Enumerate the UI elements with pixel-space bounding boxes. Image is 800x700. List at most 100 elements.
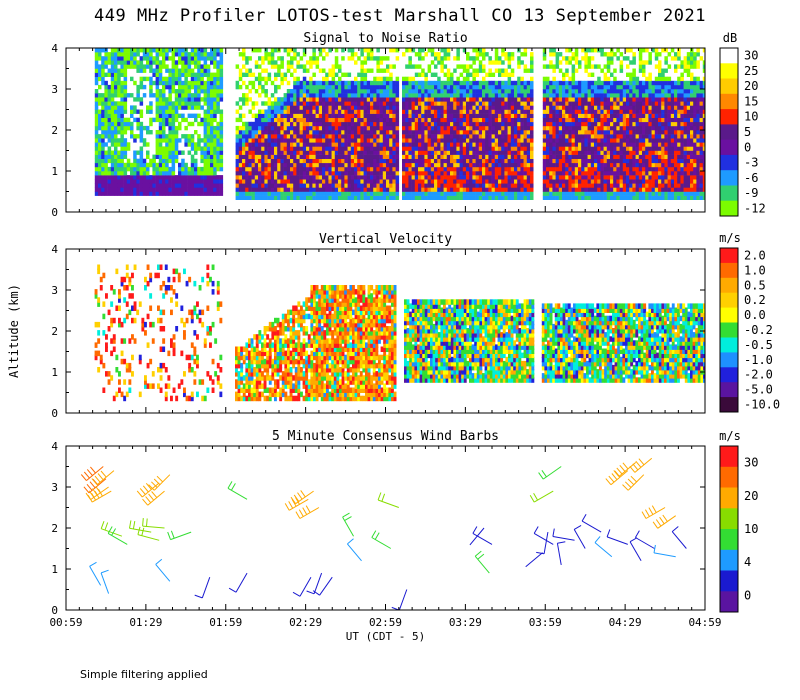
wind-barb <box>228 572 248 593</box>
colorbar-swatch <box>720 322 738 338</box>
wind-barb <box>371 530 392 549</box>
wind-barb <box>129 520 152 533</box>
y-tick-label: 3 <box>51 481 58 494</box>
colorbar-swatch <box>720 307 738 323</box>
wind-barb <box>100 569 110 594</box>
x-axis-label: UT (CDT - 5) <box>346 630 425 643</box>
colorbar-label: -0.2 <box>744 323 773 337</box>
colorbar-swatch <box>720 487 738 509</box>
x-tick-label: 03:59 <box>529 616 562 629</box>
colorbar-swatch <box>720 262 738 279</box>
colorbar-label: -2.0 <box>744 368 773 382</box>
wind-barb <box>629 537 642 562</box>
colorbar-label: 25 <box>744 64 758 78</box>
wind-barb <box>641 505 666 519</box>
colorbar-label: 30 <box>744 49 758 63</box>
colorbar-swatch <box>720 591 738 613</box>
wind-barb <box>533 526 554 545</box>
wind-barb <box>290 490 314 505</box>
y-tick-label: 1 <box>51 165 58 178</box>
colorbar-swatch <box>720 200 738 217</box>
wind-barb <box>91 470 115 486</box>
colorbar-label: -5.0 <box>744 383 773 397</box>
x-tick-label: 03:29 <box>449 616 482 629</box>
wind-barb <box>652 514 676 529</box>
colorbar-swatch <box>720 382 738 398</box>
wind-barb <box>622 474 645 491</box>
x-tick-label: 04:29 <box>609 616 642 629</box>
colorbar-swatch <box>720 248 738 264</box>
colorbar-swatch <box>720 277 738 294</box>
wind-barb <box>87 488 112 503</box>
colorbar-swatch <box>720 154 738 171</box>
panel-title: 5 Minute Consensus Wind Barbs <box>272 429 499 444</box>
colorbar-swatch <box>720 508 738 530</box>
colorbar-label: 20 <box>744 79 758 93</box>
colorbar-swatch <box>720 124 738 141</box>
y-tick-label: 0 <box>51 604 58 617</box>
colorbar-unit: m/s <box>719 429 741 443</box>
colorbar-label: 1.0 <box>744 263 766 277</box>
colorbar-label: -9 <box>744 186 758 200</box>
y-tick-label: 3 <box>51 83 58 96</box>
colorbar-label: 15 <box>744 94 758 108</box>
wind-barb <box>194 577 211 599</box>
wind-barb <box>377 492 399 508</box>
wind-barb <box>142 490 165 506</box>
wind-barb <box>469 527 485 546</box>
wind-barb <box>606 529 628 545</box>
colorbar-swatch <box>720 170 738 186</box>
wind-barb <box>312 576 333 596</box>
wind-barb <box>529 490 554 503</box>
colorbar-label: -12 <box>744 201 766 215</box>
wind-barb <box>536 532 549 555</box>
colorbar-swatch <box>720 549 738 571</box>
wind-barb <box>167 530 192 541</box>
colorbar-label: 5 <box>744 125 751 139</box>
wind-barb <box>474 550 490 574</box>
wind-barb <box>155 558 171 582</box>
wind-barb <box>552 528 575 541</box>
y-tick-label: 4 <box>51 440 58 453</box>
x-tick-label: 00:59 <box>49 616 82 629</box>
wind-barb <box>472 526 493 545</box>
colorbar-label: 4 <box>744 555 751 569</box>
colorbar-label: 2.0 <box>744 248 766 262</box>
colorbar-label: 0.0 <box>744 308 766 322</box>
y-tick-label: 1 <box>51 366 58 379</box>
wind-barb <box>137 526 160 541</box>
wind-barb <box>89 561 102 586</box>
wind-barb <box>136 482 160 498</box>
colorbar-swatch <box>720 78 738 95</box>
wind-barb <box>100 521 123 537</box>
vertical-velocity-field <box>94 264 705 402</box>
colorbar-label: 0.2 <box>744 293 766 307</box>
wind-barb <box>142 518 165 529</box>
colorbar-swatch <box>720 367 738 383</box>
wind-barb <box>538 466 562 480</box>
colorbar-swatch <box>720 139 738 156</box>
wind-barb <box>605 470 629 486</box>
figure-title: 449 MHz Profiler LOTOS-test Marshall CO … <box>94 6 706 26</box>
wind-barb <box>148 474 171 491</box>
wind-barb <box>342 512 354 537</box>
wind-barb <box>581 513 602 533</box>
colorbar-swatch <box>720 292 738 308</box>
x-tick-label: 04:59 <box>688 616 721 629</box>
wind-barb <box>653 544 676 558</box>
colorbar-swatch <box>720 337 738 353</box>
wind-barb <box>629 457 653 473</box>
colorbar-swatch <box>720 570 738 592</box>
wind-barb <box>306 572 323 595</box>
wind-barb <box>556 541 566 565</box>
x-tick-label: 02:29 <box>289 616 322 629</box>
colorbar-label: -3 <box>744 156 758 170</box>
wind-barb <box>80 466 104 481</box>
colorbar-swatch <box>720 93 738 110</box>
wind-barb <box>525 552 543 568</box>
colorbar-swatch <box>720 397 738 413</box>
colorbar-label: 20 <box>744 489 758 503</box>
y-tick-label: 1 <box>51 563 58 576</box>
y-tick-label: 0 <box>51 206 58 219</box>
colorbar-swatch <box>720 529 738 551</box>
